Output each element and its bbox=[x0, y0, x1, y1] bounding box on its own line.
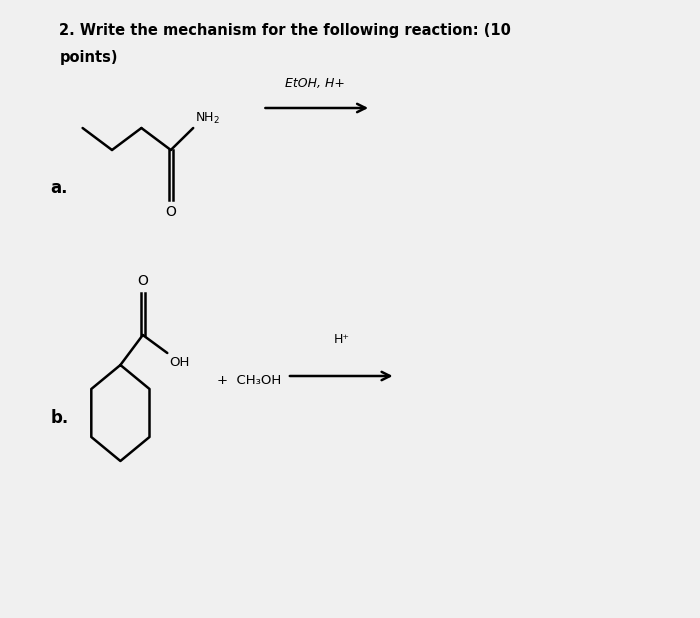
Text: H⁺: H⁺ bbox=[334, 333, 349, 346]
Text: points): points) bbox=[60, 50, 118, 65]
Text: +  CH₃OH: + CH₃OH bbox=[217, 373, 281, 386]
Text: O: O bbox=[165, 205, 176, 219]
Text: a.: a. bbox=[50, 179, 68, 197]
Text: NH$_2$: NH$_2$ bbox=[195, 111, 220, 126]
Text: EtOH, H+: EtOH, H+ bbox=[285, 77, 345, 90]
Text: OH: OH bbox=[169, 356, 190, 369]
Text: O: O bbox=[137, 274, 148, 288]
Text: 2. Write the mechanism for the following reaction: (10: 2. Write the mechanism for the following… bbox=[60, 23, 512, 38]
Text: b.: b. bbox=[50, 409, 69, 427]
